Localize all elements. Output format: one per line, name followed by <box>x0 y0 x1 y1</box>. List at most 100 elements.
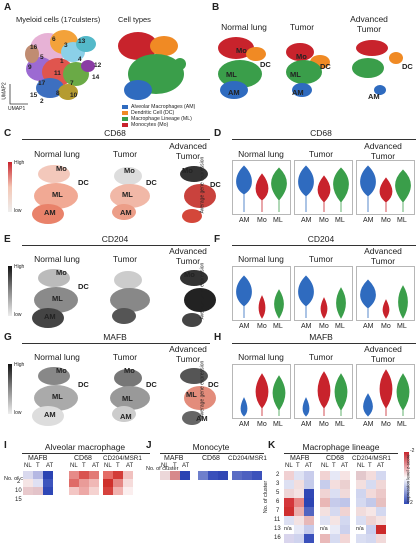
panel-D-ylabel: Average gene expression <box>199 156 206 214</box>
c-label-dc-a: DC <box>210 180 221 189</box>
col-header: T <box>296 463 300 469</box>
panel-A-title-right: Cell types <box>118 15 151 24</box>
legend-label-mo: Monocytes (Mo) <box>131 122 169 128</box>
c-label-am: AM <box>44 208 56 217</box>
col-header: AT <box>92 463 100 469</box>
b-label-am-a: AM <box>368 92 380 101</box>
g-label-ml: ML <box>52 392 63 401</box>
panel-J-gene: CD204/MSR1 <box>228 455 267 462</box>
panel-G-title-normal: Normal lung <box>34 352 80 362</box>
umap2-label: UMAP2 <box>1 82 8 100</box>
panel-F-letter: F <box>214 234 221 245</box>
col-header: AT <box>126 463 134 469</box>
panel-K-letter: K <box>268 440 276 451</box>
c-label-dc-t: DC <box>146 178 157 187</box>
panel-K-title: Macrophage lineage <box>302 442 380 452</box>
col-header: NL <box>357 463 365 469</box>
panel-H-ylabel: Average gene expression <box>199 360 206 418</box>
panel-F-title-normal: Normal lung <box>238 254 284 264</box>
g-label-ml-t: ML <box>122 394 133 403</box>
panel-A-umap-celltypes <box>118 32 186 100</box>
panel-C-marker: CD68 <box>104 128 126 138</box>
panel-D-title-tumor: Tumor <box>308 149 334 159</box>
c-label-am-t: AM <box>120 208 132 217</box>
c-label-mo-t: Mo <box>124 166 135 175</box>
panel-H-title-tumor: Tumor <box>308 352 334 362</box>
cluster-number: 13 <box>78 38 86 45</box>
panel-J-gene: CD68 <box>202 455 220 462</box>
panel-B-umap-advanced <box>352 40 403 95</box>
g-label-am-t: AM <box>120 412 132 421</box>
panel-D-letter: D <box>214 128 222 139</box>
col-header: T <box>332 463 336 469</box>
row-label: 15 <box>15 497 22 503</box>
f-xtick: AM <box>301 323 312 330</box>
h-xtick: ML <box>397 421 407 428</box>
c-label-dc: DC <box>78 178 89 187</box>
panel-J-title: Monocyte <box>192 442 230 452</box>
colorbar-e-low: low <box>14 312 22 318</box>
panel-I-cells <box>23 471 133 495</box>
panel-E-title-advanced: Advanced Tumor <box>169 246 207 266</box>
colorbar-g <box>8 364 12 414</box>
col-header: NL <box>24 463 32 469</box>
panel-H-title-advanced: Advanced Tumor <box>364 344 402 364</box>
f-xtick: Mo <box>319 323 329 330</box>
col-header: T <box>82 463 86 469</box>
row-label: 2 <box>276 472 280 478</box>
panel-D-title-normal: Normal lung <box>238 149 284 159</box>
col-header: AT <box>305 463 313 469</box>
panel-F-title-advanced: Advanced Tumor <box>364 246 402 266</box>
panel-D-rule <box>232 139 416 140</box>
panel-K-gene: CD68 <box>326 455 344 462</box>
cluster-number: 3 <box>64 42 68 49</box>
panel-C-letter: C <box>4 128 12 139</box>
panel-D-title-advanced: Advanced Tumor <box>364 141 402 161</box>
d-xtick: AM <box>363 217 374 224</box>
d-xtick: Mo <box>319 217 329 224</box>
b-label-dc-t: DC <box>320 62 331 71</box>
cluster-number: 15 <box>30 92 38 99</box>
b-label-am: AM <box>228 88 240 97</box>
panel-G-title-advanced: Advanced Tumor <box>169 344 207 364</box>
panel-B-title-normal: Normal lung <box>221 22 267 32</box>
d-xtick: ML <box>397 217 407 224</box>
g-label-dc-a: DC <box>208 380 219 389</box>
panel-J-cells <box>160 471 262 480</box>
panel-C-title-normal: Normal lung <box>34 149 80 159</box>
na-cell: n/a <box>284 526 292 532</box>
panel-B-title-tumor: Tumor <box>289 22 315 32</box>
zscore-colorbar <box>404 452 409 504</box>
row-label: 6 <box>276 499 280 505</box>
d-xtick: AM <box>301 217 312 224</box>
g-label-mo-t: Mo <box>124 366 135 375</box>
cluster-number: 2 <box>40 98 44 105</box>
cluster-number: 14 <box>92 74 100 81</box>
col-header: AT <box>182 463 190 469</box>
colorbar-e <box>8 266 12 316</box>
panel-C-title-advanced: Advanced Tumor <box>169 141 207 161</box>
col-header: NL <box>104 463 112 469</box>
legend-label-am: Alveolar Macrophages (AM) <box>131 104 196 110</box>
zscore-bottom: 2 <box>410 500 413 506</box>
panel-G-letter: G <box>4 332 12 343</box>
d-xtick: AM <box>239 217 250 224</box>
cluster-number: 11 <box>54 70 61 77</box>
panel-G-rule <box>22 343 210 344</box>
panel-C-feature-umaps <box>32 165 216 224</box>
row-label: 13 <box>274 526 281 532</box>
e-label-am: AM <box>44 312 56 321</box>
cluster-number: 10 <box>70 92 78 99</box>
d-xtick: ML <box>335 217 345 224</box>
b-label-ml: ML <box>226 70 237 79</box>
c-label-mo: Mo <box>56 164 67 173</box>
panel-K-cells <box>284 471 386 543</box>
cluster-number: 12 <box>94 62 102 69</box>
umap-axes <box>9 84 28 105</box>
h-xtick: AM <box>363 421 374 428</box>
row-label: 11 <box>274 517 281 523</box>
panel-K-ylabel: No. of cluster <box>263 480 270 514</box>
panel-J-gene: MAFB <box>164 455 184 462</box>
f-xtick: Mo <box>381 323 391 330</box>
h-xtick: ML <box>335 421 345 428</box>
